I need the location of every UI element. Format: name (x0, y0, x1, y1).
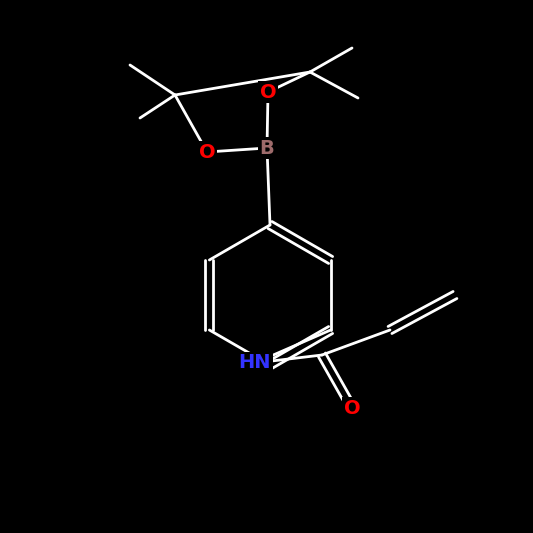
Text: O: O (344, 399, 360, 417)
Text: HN: HN (239, 353, 271, 373)
Text: O: O (199, 142, 215, 161)
Text: B: B (260, 139, 274, 157)
Text: O: O (260, 83, 276, 101)
